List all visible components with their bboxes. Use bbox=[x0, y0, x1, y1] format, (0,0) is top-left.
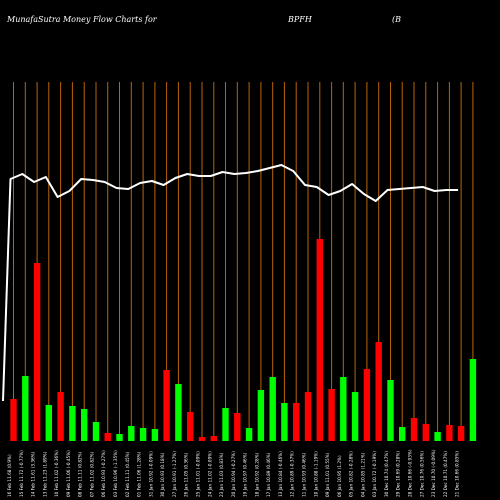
x-tick-label: 23 Jan 11.03 (0.83%) bbox=[219, 452, 224, 497]
money-flow-bar bbox=[351, 392, 359, 441]
x-tick-label: 11 Jan 10.93 (0.46%) bbox=[302, 452, 307, 497]
x-tick-label: 28 Dec 10.66 (-0.93%) bbox=[408, 449, 413, 497]
x-tick-label: 17 Jan 10.89 (0.46%) bbox=[266, 452, 271, 497]
x-tick-label: 27 Jan 10.91 (-1.27%) bbox=[172, 451, 177, 497]
money-flow-bar bbox=[81, 409, 88, 441]
x-tick-label: 13 Feb 11.23 (1.89%) bbox=[42, 451, 47, 497]
price-line bbox=[2, 164, 459, 402]
title-ticker: BPFH bbox=[287, 15, 313, 24]
x-tick-label: 14 Feb 11.61 (3.36%) bbox=[31, 451, 36, 497]
x-tick-label: 13 Jan 10.84 (-0.46%) bbox=[278, 451, 283, 497]
title-right: (B bbox=[392, 15, 401, 24]
money-flow-bar bbox=[245, 428, 253, 441]
x-tick-label: 12 Jan 10.89 (-0.37%) bbox=[290, 451, 295, 497]
money-flow-bar bbox=[187, 412, 194, 441]
money-flow-bar bbox=[175, 384, 182, 441]
x-tick-label: 30 Dec 10.74 (0.47%) bbox=[384, 451, 389, 497]
gridlines bbox=[13, 82, 474, 441]
money-flow-bar bbox=[340, 377, 347, 441]
money-flow-bar bbox=[22, 376, 29, 441]
money-flow-bar bbox=[116, 434, 123, 441]
money-flow-bar bbox=[222, 408, 229, 441]
x-tick-label: 03 Jan 10.72 (-0.19%) bbox=[372, 451, 377, 497]
money-flow-bar bbox=[57, 392, 64, 441]
money-flow-bar bbox=[304, 392, 312, 441]
x-tick-label: 15 Feb 11.72 (-0.77%) bbox=[19, 450, 24, 497]
price-line-layer bbox=[2, 164, 459, 402]
money-flow-bar bbox=[210, 436, 217, 441]
x-tick-label: 04 Jan 10.85 (1.21%) bbox=[360, 452, 365, 497]
money-flow-bar bbox=[328, 389, 335, 441]
money-flow-bar bbox=[387, 380, 394, 441]
x-tick-label: 26 Jan 11.05 (0.36%) bbox=[184, 452, 189, 497]
x-tick-label: 31 Jan 10.92 (-0.09%) bbox=[148, 451, 153, 497]
money-flow-bar bbox=[399, 427, 406, 441]
title-left: MunafaSutra Money Flow Charts for bbox=[6, 15, 158, 24]
x-tick-label: 19 Jan 10.97 (0.46%) bbox=[243, 452, 248, 497]
money-flow-bar bbox=[269, 377, 276, 441]
money-flow-bar bbox=[45, 405, 52, 441]
money-flow-bar bbox=[293, 403, 300, 441]
x-tick-label: 24 Jan 11.02 (-0.09%) bbox=[207, 451, 212, 497]
x-tick-label: 10 Feb 11.02 (-0.36%) bbox=[54, 450, 59, 497]
x-tick-label: 07 Feb 11.02 (0.82%) bbox=[90, 451, 95, 497]
x-tick-label: 29 Dec 10.69 (0.28%) bbox=[396, 451, 401, 497]
x-tick-label: 30 Jan 10.93 (0.18%) bbox=[160, 452, 165, 497]
money-flow-bar bbox=[69, 406, 76, 441]
money-flow-bar bbox=[128, 426, 135, 441]
money-flow-bar bbox=[469, 359, 477, 441]
x-tick-label: 23 Dec 10.70 (-0.09%) bbox=[431, 449, 436, 497]
x-tick-label: 10 Jan 10.88 (-1.19%) bbox=[313, 451, 318, 497]
money-flow-bar bbox=[316, 239, 323, 441]
money-flow-bar bbox=[151, 429, 159, 441]
x-tick-labels: 16 Feb 11.68 (0.9%) 15 Feb 11.72 (-0.77%)… bbox=[7, 449, 460, 497]
x-tick-label: 18 Jan 10.92 (0.28%) bbox=[254, 452, 259, 497]
money-flow-bar bbox=[198, 437, 206, 441]
money-flow-bar bbox=[457, 426, 465, 441]
money-flow-bar bbox=[446, 425, 453, 441]
x-tick-label: 25 Jan 11.01 (-0.09%) bbox=[196, 451, 201, 497]
x-tick-label: 01 Feb 11.06 (1.28%) bbox=[137, 451, 142, 497]
x-tick-label: 09 Feb 11.06 (-0.45%) bbox=[66, 450, 71, 497]
x-tick-label: 05 Jan 10.82 (-0.28%) bbox=[349, 451, 354, 497]
x-tick-label: 09 Jan 11.01 (0.55%) bbox=[325, 452, 330, 497]
money-flow-bar bbox=[257, 390, 265, 441]
money-flow-bar bbox=[434, 432, 441, 441]
x-tick-label: 22 Dec 10.71 (0.47%) bbox=[443, 451, 448, 497]
money-flow-bar bbox=[33, 263, 41, 441]
x-tick-label: 06 Jan 10.95 (1.2%) bbox=[337, 455, 342, 497]
x-tick-label: 27 Dec 10.76 (0.56%) bbox=[419, 451, 424, 497]
money-flow-bar bbox=[422, 424, 429, 441]
x-tick-label: 08 Feb 11.11 (0.82%) bbox=[78, 451, 83, 497]
money-flow-bar bbox=[163, 370, 170, 441]
x-tick-label: 20 Jan 10.94 (-0.27%) bbox=[231, 451, 236, 497]
money-flow-bar bbox=[104, 433, 111, 441]
x-tick-label: 21 Dec 10.66 (0.85%) bbox=[455, 451, 460, 497]
money-flow-bar bbox=[281, 403, 288, 441]
money-flow-bar bbox=[92, 422, 100, 441]
money-flow-bar bbox=[139, 428, 147, 441]
bars bbox=[10, 239, 477, 441]
money-flow-bar bbox=[363, 369, 371, 441]
money-flow-bar bbox=[10, 399, 17, 441]
money-flow-bar bbox=[410, 418, 418, 441]
x-tick-label: 16 Feb 11.68 (0.9%) bbox=[7, 454, 12, 497]
chart-title: MunafaSutra Money Flow Charts for BPFH (… bbox=[6, 15, 401, 24]
x-tick-label: 06 Feb 10.93 (-0.27%) bbox=[101, 450, 106, 497]
money-flow-bar bbox=[234, 413, 241, 441]
money-flow-bar bbox=[375, 342, 382, 441]
x-tick-label: 02 Feb 11.11 (0.45%) bbox=[125, 451, 130, 497]
x-tick-label: 03 Feb 10.96 (-1.35%) bbox=[113, 450, 118, 497]
